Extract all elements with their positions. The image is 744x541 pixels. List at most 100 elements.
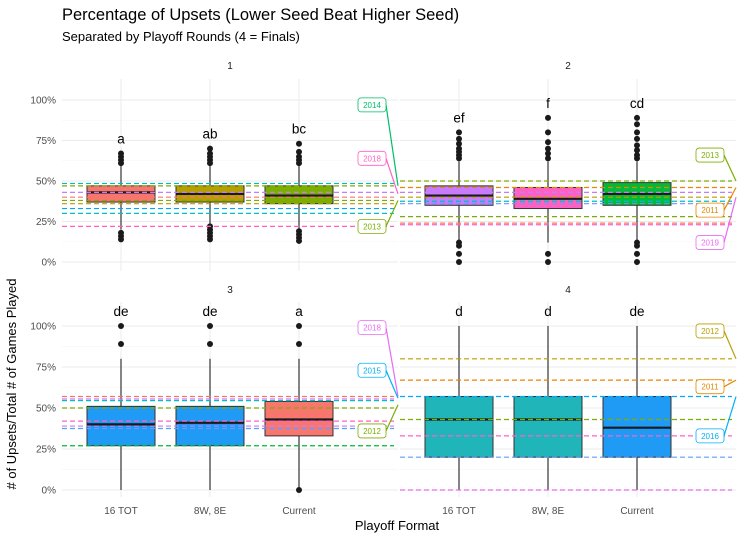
season-callout: 2012 (695, 323, 737, 360)
significance-letter: de (202, 304, 217, 319)
facet-strip-label: 4 (565, 285, 571, 296)
outlier-point (634, 129, 640, 136)
box-current: bc (264, 122, 334, 244)
callout-leader (723, 396, 737, 437)
season-callout: 2012 (357, 404, 399, 439)
y-tick-label: 25% (36, 445, 56, 456)
callout-box (357, 150, 387, 166)
y-tick-label: 50% (36, 177, 56, 188)
callout-leader (385, 104, 399, 186)
callout-label: 2013 (363, 222, 381, 231)
significance-letter: bc (292, 122, 307, 137)
facet-panel-3: 3 0% 25% 50% 75% 100% 16 TOT 8W, 8E Current de de a… (30, 285, 399, 517)
y-tick-label: 100% (30, 322, 56, 333)
box-current: a (264, 304, 334, 493)
callout-box (357, 423, 387, 439)
outlier-point (545, 259, 551, 265)
callout-box (357, 320, 387, 336)
facet-strip-label: 1 (227, 61, 233, 72)
significance-letter: f (546, 96, 550, 111)
facet-strip-label: 2 (565, 61, 571, 72)
season-callout: 2018 (357, 320, 399, 397)
callout-box (357, 218, 387, 234)
y-tick-label: 0% (42, 258, 57, 269)
box-8w-8e: d (513, 304, 583, 490)
outlier-point (296, 140, 302, 147)
callout-label: 2013 (701, 151, 719, 160)
callout-label: 2014 (363, 101, 381, 110)
callout-leader (723, 379, 737, 388)
outlier-point (296, 148, 302, 155)
outlier-point (456, 129, 462, 136)
callout-box (695, 323, 725, 339)
chart-title: Percentage of Upsets (Lower Seed Beat Hi… (62, 6, 460, 24)
season-callout: 2018 (357, 150, 399, 195)
facet-panel-1: 1 0% 25% 50% 75% 100% a ab bc 2014 2018 2013 (30, 61, 399, 271)
outlier-point (296, 323, 302, 329)
x-tick-label: 16 TOT (442, 506, 476, 517)
facet-strip-label: 3 (227, 285, 233, 296)
callout-label: 2018 (363, 324, 381, 333)
outlier-point (545, 145, 551, 152)
outlier-point (634, 239, 640, 246)
outlier-point (545, 150, 551, 157)
outlier-point (634, 142, 640, 149)
season-callout: 2013 (357, 200, 399, 234)
outlier-point (207, 341, 213, 348)
callout-leader (723, 154, 737, 182)
significance-letter: de (113, 304, 128, 319)
callout-box (695, 428, 725, 444)
outlier-point (456, 145, 462, 152)
callout-label: 2011 (701, 383, 719, 392)
callout-label: 2019 (701, 239, 719, 248)
significance-letter: ef (453, 110, 465, 125)
callout-box (695, 379, 725, 395)
outlier-point (456, 140, 462, 147)
outlier-point (296, 341, 302, 348)
facet-panel-4: 4 16 TOT 8W, 8E Current d d de 2012 2011 2016 (400, 285, 737, 517)
outlier-point (634, 152, 640, 159)
outlier-point (545, 250, 551, 257)
outlier-point (296, 487, 302, 493)
callout-leader (385, 370, 399, 399)
outlier-point (118, 323, 124, 329)
outlier-point (545, 114, 551, 121)
outlier-point (456, 259, 462, 265)
box-iqr (513, 396, 583, 458)
box-current: cd (602, 96, 672, 265)
outlier-point (634, 135, 640, 142)
outlier-point (296, 153, 302, 160)
box-16-tot: d (424, 304, 494, 490)
y-tick-label: 100% (30, 96, 56, 107)
x-axis-title: Playoff Format (355, 518, 440, 533)
outlier-point (456, 135, 462, 142)
outlier-point (634, 121, 640, 128)
callout-box (695, 202, 725, 218)
callout-label: 2016 (701, 432, 719, 441)
outlier-point (207, 145, 213, 152)
outlier-point (634, 114, 640, 121)
season-callout: 2011 (695, 379, 737, 395)
y-tick-label: 75% (36, 136, 56, 147)
outlier-point (545, 129, 551, 136)
callout-box (695, 235, 725, 250)
season-callout: 2013 (695, 147, 737, 182)
significance-letter: cd (630, 96, 644, 111)
y-tick-label: 75% (36, 363, 56, 374)
outlier-point (545, 139, 551, 146)
callout-box (357, 362, 387, 378)
callout-leader (385, 327, 399, 397)
y-tick-label: 0% (42, 486, 57, 497)
box-iqr (86, 185, 156, 203)
outlier-point (118, 229, 124, 236)
callout-leader (385, 404, 399, 432)
callout-leader (723, 330, 737, 360)
chart-subtitle: Separated by Playoff Rounds (4 = Finals) (62, 29, 300, 44)
outlier-point (456, 250, 462, 257)
callout-label: 2012 (363, 427, 381, 436)
x-tick-label: Current (620, 506, 654, 517)
facet-panel-2: 2 ef f cd 2013 2011 2019 (400, 61, 737, 271)
outlier-point (207, 323, 213, 329)
